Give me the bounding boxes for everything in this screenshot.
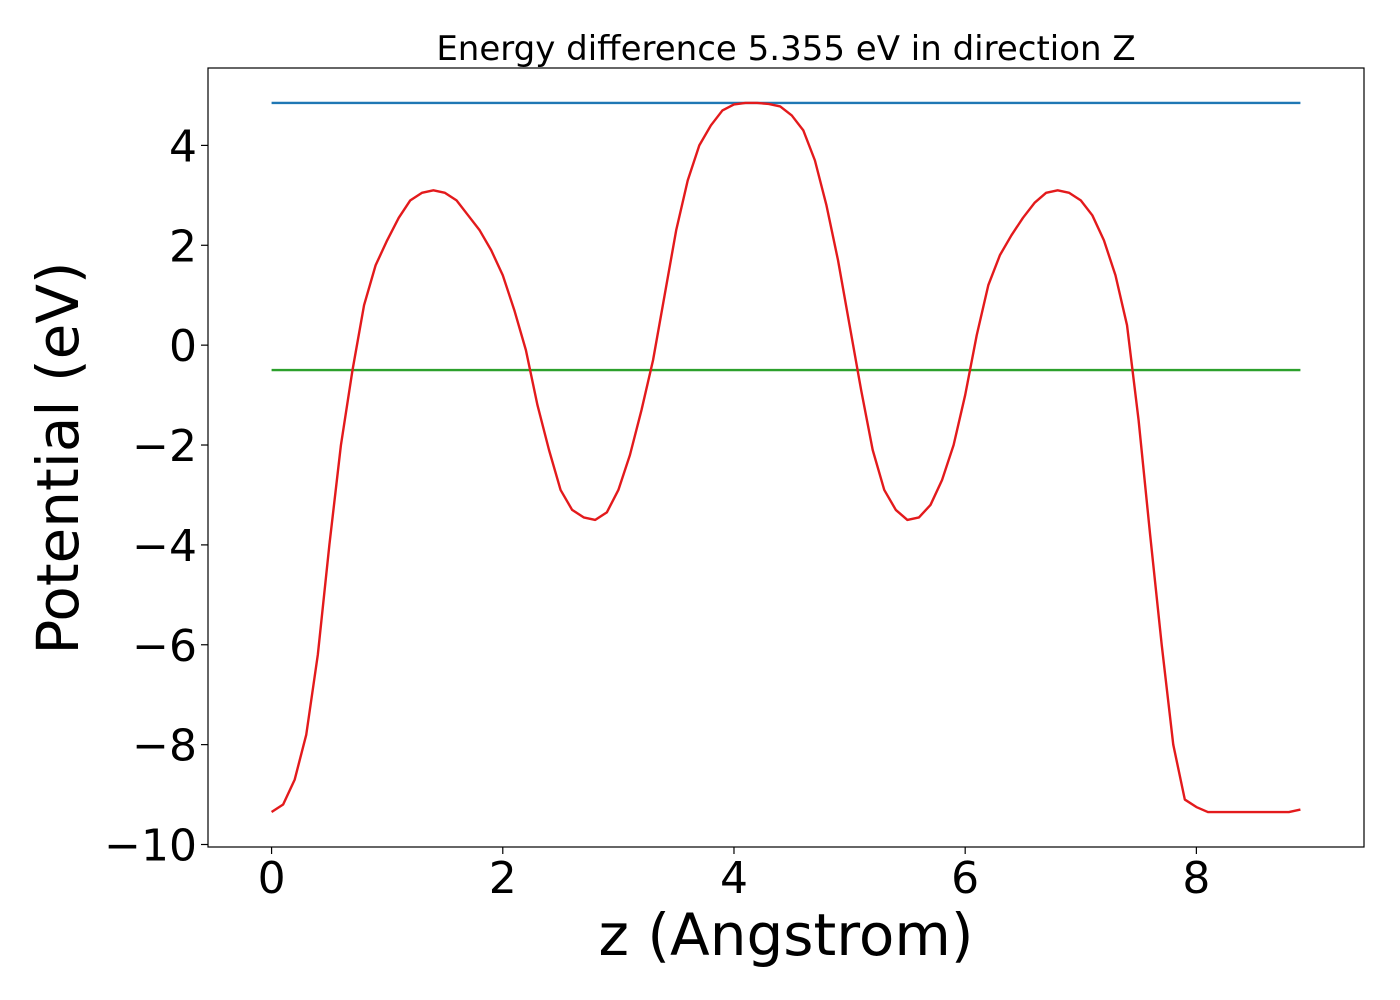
y-tick-label: 4 (169, 121, 197, 172)
y-tick-label: 0 (169, 321, 197, 372)
x-axis-label: z (Angstrom) (599, 901, 974, 969)
x-tick-label: 2 (489, 853, 517, 904)
x-tick-label: 8 (1182, 853, 1210, 904)
x-tick-label: 4 (720, 853, 748, 904)
y-tick-label: −2 (132, 421, 197, 472)
chart-title: Energy difference 5.355 eV in direction … (436, 29, 1135, 69)
plot-frame (207, 67, 1365, 848)
potential-curve (270, 101, 1301, 814)
y-tick-label: −6 (132, 621, 197, 672)
x-tick-label: 6 (951, 853, 979, 904)
y-tick-label: 2 (169, 221, 197, 272)
y-tick-label: −8 (132, 721, 197, 772)
series-layer (270, 101, 1301, 814)
x-axis-ticks: 0 2 4 6 8 (258, 847, 1210, 904)
y-axis-ticks: −10 −8 −6 −4 −2 0 2 4 (104, 121, 208, 872)
y-axis-label: Potential (eV) (24, 261, 92, 654)
x-tick-label: 0 (258, 853, 286, 904)
y-tick-label: −10 (104, 821, 197, 872)
y-tick-label: −4 (132, 521, 197, 572)
